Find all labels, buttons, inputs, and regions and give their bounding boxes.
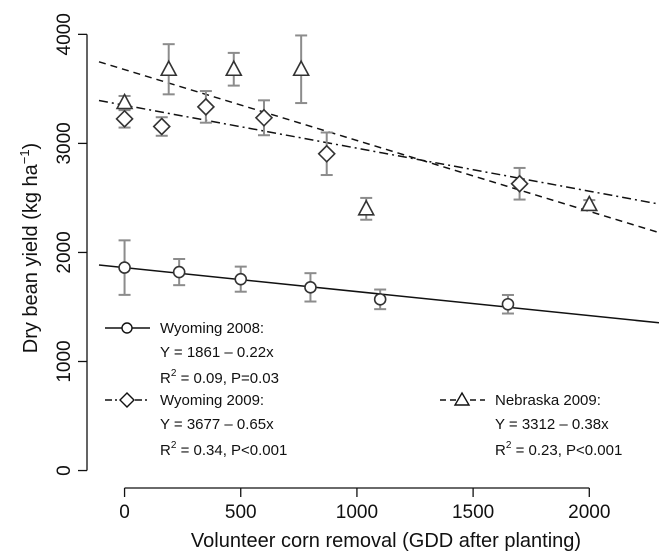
legend-wy2009-stats: R2 = 0.34, P<0.001 xyxy=(160,440,287,459)
point-diamond xyxy=(510,174,529,193)
point-triangle xyxy=(115,92,134,110)
point-diamond xyxy=(115,109,134,129)
y-tick-label: 2000 xyxy=(54,231,75,273)
point-triangle xyxy=(580,194,599,212)
legend-wy2008-equation: Y = 1861 – 0.22x xyxy=(160,344,274,361)
legend-wy2008-stats: R2 = 0.09, P=0.03 xyxy=(160,368,279,387)
fit-line-series-2 xyxy=(98,61,659,234)
legend-wy2009-equation: Y = 3677 – 0.65x xyxy=(160,416,274,433)
point-circle xyxy=(304,281,317,294)
legend-ne2009-equation: Y = 3312 – 0.38x xyxy=(495,416,609,433)
point-circle xyxy=(234,272,248,286)
legend-wy2008-name: Wyoming 2008: xyxy=(160,320,264,337)
legend-ne2009-triangle-icon xyxy=(453,391,471,406)
y-tick-label: 1000 xyxy=(54,340,75,382)
legend-wyoming-2009: Wyoming 2009: Y = 3677 – 0.65x R2 = 0.34… xyxy=(105,392,287,459)
y-axis-title: Dry bean yield (kg ha−1) xyxy=(17,143,42,353)
point-diamond xyxy=(254,108,274,127)
y-tick-label: 3000 xyxy=(54,122,75,164)
point-diamond xyxy=(317,144,336,163)
legend-ne2009-name: Nebraska 2009: xyxy=(495,392,601,409)
legend-wyoming-2008: Wyoming 2008: Y = 1861 – 0.22x R2 = 0.09… xyxy=(105,320,279,387)
point-triangle xyxy=(224,59,243,77)
point-diamond xyxy=(196,97,216,117)
point-diamond xyxy=(152,117,171,136)
data-markers xyxy=(115,59,599,311)
x-tick-label: 1500 xyxy=(452,502,494,523)
y-tick-label: 4000 xyxy=(54,13,75,55)
axes: 0 500 1000 1500 2000 0 1000 2000 3000 4000 xyxy=(54,13,610,523)
legend-nebraska-2009: Nebraska 2009: Y = 3312 – 0.38x R2 = 0.2… xyxy=(440,391,622,459)
x-tick-label: 0 xyxy=(119,502,130,523)
legend-wy2008-circle-icon xyxy=(121,322,133,334)
point-circle xyxy=(501,297,515,311)
legend-wy2009-name: Wyoming 2009: xyxy=(160,392,264,409)
x-tick-label: 500 xyxy=(225,502,257,523)
y-tick-label: 0 xyxy=(54,465,75,476)
point-triangle xyxy=(292,59,310,77)
legend-ne2009-stats: R2 = 0.23, P<0.001 xyxy=(495,440,622,459)
fit-line-series-1 xyxy=(98,99,659,205)
point-circle xyxy=(373,293,387,306)
point-circle xyxy=(172,265,186,279)
fit-lines xyxy=(98,61,659,324)
point-triangle xyxy=(357,199,376,216)
x-tick-label: 2000 xyxy=(568,502,610,523)
x-tick-label: 1000 xyxy=(336,502,378,523)
legend-wy2009-diamond-icon xyxy=(119,392,135,408)
x-axis-title: Volunteer corn removal (GDD after planti… xyxy=(191,530,581,552)
error-bars xyxy=(118,34,596,315)
point-circle xyxy=(118,261,131,274)
point-triangle xyxy=(159,59,178,77)
